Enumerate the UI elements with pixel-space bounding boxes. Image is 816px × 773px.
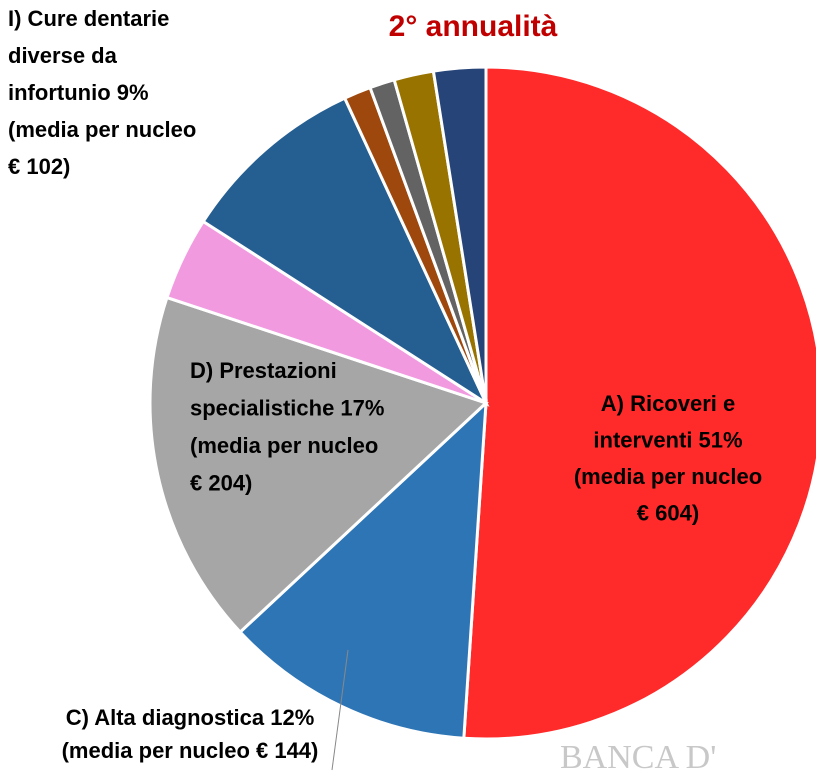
slice-label: (media per nucleo: [574, 464, 762, 489]
pie-slice: [431, 65, 488, 404]
slice-label: A) Ricoveri e: [601, 391, 736, 416]
chart-title: 2° annualità: [389, 10, 558, 43]
slice-label: € 102): [8, 154, 70, 179]
watermark: BANCA D': [560, 739, 716, 773]
slice-label: € 604): [637, 500, 699, 525]
slice-label: (media per nucleo: [190, 433, 378, 458]
pie-slice: [462, 65, 816, 741]
slice-label: (media per nucleo: [8, 117, 196, 142]
slice-label: D) Prestazioni: [190, 358, 337, 383]
slice-label: (media per nucleo € 144): [62, 738, 319, 763]
pie-slice: [201, 96, 490, 408]
pie-slice: [148, 295, 489, 635]
slice-label: infortunio 9%: [8, 80, 149, 105]
slice-label: I) Cure dentarie: [8, 6, 169, 31]
pie-slice: [238, 399, 488, 740]
slice-label: C) Alta diagnostica 12%: [66, 705, 315, 730]
leader-line: [331, 649, 349, 771]
slice-label: diverse da: [8, 43, 118, 68]
slice-label: specialistiche 17%: [190, 395, 384, 420]
slice-label: interventi 51%: [593, 427, 742, 452]
slice-label: € 204): [190, 470, 252, 495]
